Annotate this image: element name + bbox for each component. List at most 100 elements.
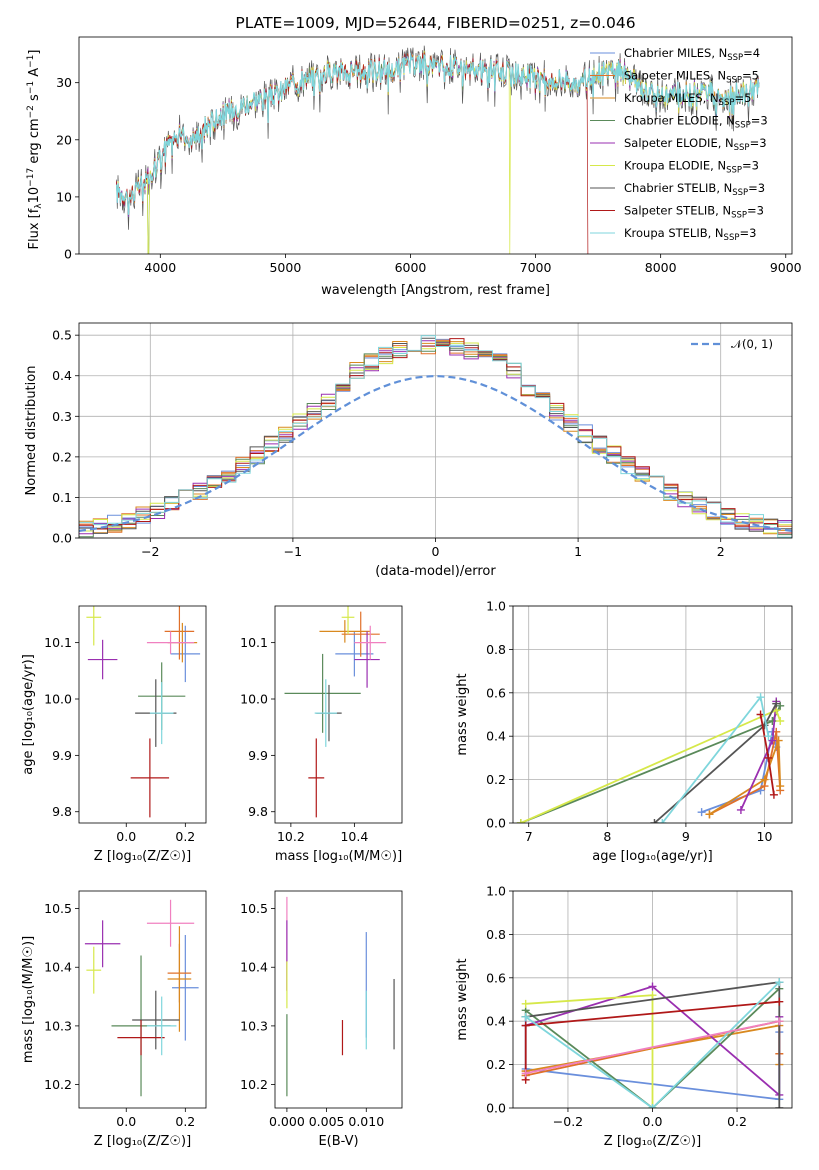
errorbar-point xyxy=(130,738,170,818)
x-tick-label: 10.2 xyxy=(277,829,305,844)
y-tick-label: 10.1 xyxy=(240,635,268,650)
x-tick-label: 2 xyxy=(717,544,725,559)
errorbar-point xyxy=(170,625,201,683)
x-tick-label: 6000 xyxy=(395,260,427,275)
plus-marker xyxy=(776,782,785,791)
y-tick-label: 10.1 xyxy=(44,635,72,650)
x-tick-label: 8000 xyxy=(645,260,677,275)
gaussian-curve xyxy=(79,375,792,532)
plot-area-mass_vs_Z xyxy=(84,899,199,1097)
y-tick-label: 0.8 xyxy=(486,927,506,942)
legend-entry: Kroupa MILES, NSSP=5 xyxy=(624,91,751,108)
y-tick-label: 0.0 xyxy=(52,531,72,546)
y-tick-label: 0.0 xyxy=(486,816,506,831)
panel-age_vs_Z: 0.0 0.2 9.8 9.9 10.0 10.1 xyxy=(44,605,207,844)
axes-frame-spectrum xyxy=(78,36,793,255)
y-tick-label: 0.8 xyxy=(486,642,506,657)
errorbar-point xyxy=(84,920,121,968)
axes-frame-residuals xyxy=(78,322,793,539)
plus-marker xyxy=(775,978,784,987)
x-tick-label: −2 xyxy=(141,544,159,559)
plot-area-mw_vs_Z xyxy=(521,978,784,1108)
errorbar-point xyxy=(146,899,195,947)
y-tick-label: 10.2 xyxy=(44,1077,72,1092)
errorbar-point xyxy=(86,606,102,646)
y-tick-label: 0.2 xyxy=(52,449,72,464)
y-tick-label: 10.3 xyxy=(44,1018,72,1033)
x-tick-label: −0.2 xyxy=(553,1114,583,1129)
axes-frame-mw_vs_age xyxy=(512,605,793,824)
y-tick-label: 10.0 xyxy=(44,692,72,707)
plus-marker xyxy=(658,819,667,823)
x-tick-label: 0.2 xyxy=(175,829,195,844)
plus-marker xyxy=(764,732,773,741)
plot-area-age_vs_mass xyxy=(284,606,387,818)
panel-age_vs_mass: 10.2 10.4 9.8 9.9 10.0 10.1 xyxy=(240,605,403,844)
x-axis-label: Z [log₁₀(Z/Z☉)] xyxy=(94,849,191,864)
errorbar-point xyxy=(146,996,177,1056)
plus-marker xyxy=(521,1012,530,1021)
errorbar-point xyxy=(149,682,174,745)
axes-frame-mass_vs_Z xyxy=(78,890,207,1109)
panel-mass_vs_Z: 0.0 0.2 10.2 10.3 10.4 10.5 xyxy=(44,890,207,1129)
errorbar-point xyxy=(146,631,195,654)
y-tick-label: 10.3 xyxy=(240,1018,268,1033)
x-tick-label: 7 xyxy=(525,829,533,844)
spectrum-line-kroupa-stelib xyxy=(115,52,760,215)
histogram-kroupa-stelib xyxy=(79,335,792,538)
y-tick-label: 0.4 xyxy=(52,368,72,383)
x-axis-label: Z [log₁₀(Z/Z☉)] xyxy=(94,1134,191,1149)
y-axis-label: mass weight xyxy=(455,958,470,1040)
y-tick-label: 10.4 xyxy=(44,960,72,975)
x-tick-label: 1 xyxy=(574,544,582,559)
y-tick-label: 0.2 xyxy=(486,1057,506,1072)
x-tick-label: 0.2 xyxy=(727,1114,747,1129)
x-tick-label: 0.010 xyxy=(348,1114,384,1129)
plus-marker xyxy=(775,997,784,1006)
mass-weight-series xyxy=(525,1020,780,1075)
x-tick-label: 4000 xyxy=(144,260,176,275)
x-tick-label: 0.005 xyxy=(309,1114,345,1129)
legend-entry: Salpeter MILES, NSSP=5 xyxy=(624,69,759,86)
axes-frame-mw_vs_Z xyxy=(512,890,793,1109)
errorbar-point xyxy=(284,653,361,733)
errorbar-point xyxy=(87,639,118,680)
plus-marker xyxy=(521,1069,530,1078)
y-tick-label: 0.1 xyxy=(52,490,72,505)
plus-marker xyxy=(697,808,706,817)
legend-entry: Chabrier STELIB, NSSP=3 xyxy=(624,181,765,198)
y-axis-label: mass weight xyxy=(455,673,470,755)
errorbar-point xyxy=(117,1020,165,1056)
plus-marker xyxy=(756,693,765,702)
x-tick-label: 0.0 xyxy=(116,1114,136,1129)
panel-spectrum: 4000 5000 6000 7000 8000 9000 0 10 20 30 xyxy=(56,36,802,275)
plot-area-spectrum xyxy=(115,45,760,254)
panel-mw_vs_age: 7 8 9 10 0.0 0.2 0.4 0.6 0.8 1.0 xyxy=(486,599,793,844)
x-tick-label: 5000 xyxy=(269,260,301,275)
x-tick-label: 0.2 xyxy=(175,1114,195,1129)
legend-entry: Kroupa ELODIE, NSSP=3 xyxy=(624,159,759,176)
errorbar-point xyxy=(86,946,102,994)
chart-title: PLATE=1009, MJD=52644, FIBERID=0251, z=0… xyxy=(235,14,635,32)
plus-marker xyxy=(769,790,778,799)
errorbar-point xyxy=(172,934,199,1041)
plus-marker xyxy=(648,991,657,1000)
y-tick-label: 20 xyxy=(56,132,72,147)
plot-area-mass_vs_ebv xyxy=(286,896,395,1097)
plus-marker xyxy=(648,982,657,991)
x-axis-label: Z [log₁₀(Z/Z☉)] xyxy=(604,1134,701,1149)
plot-area-mw_vs_age xyxy=(516,693,785,823)
plus-marker xyxy=(764,753,773,762)
y-tick-label: 0.0 xyxy=(486,1101,506,1116)
y-tick-label: 9.8 xyxy=(52,804,72,819)
legend-entry: Chabrier ELODIE, NSSP=3 xyxy=(624,114,768,131)
plot-area-age_vs_Z xyxy=(86,606,201,818)
plus-marker xyxy=(705,810,714,819)
y-tick-label: 9.9 xyxy=(52,748,72,763)
errorbar-point xyxy=(308,738,325,818)
y-tick-label: 30 xyxy=(56,75,72,90)
plus-marker xyxy=(516,819,525,823)
x-tick-label: 10.4 xyxy=(340,829,368,844)
x-tick-label: 0.000 xyxy=(269,1114,305,1129)
